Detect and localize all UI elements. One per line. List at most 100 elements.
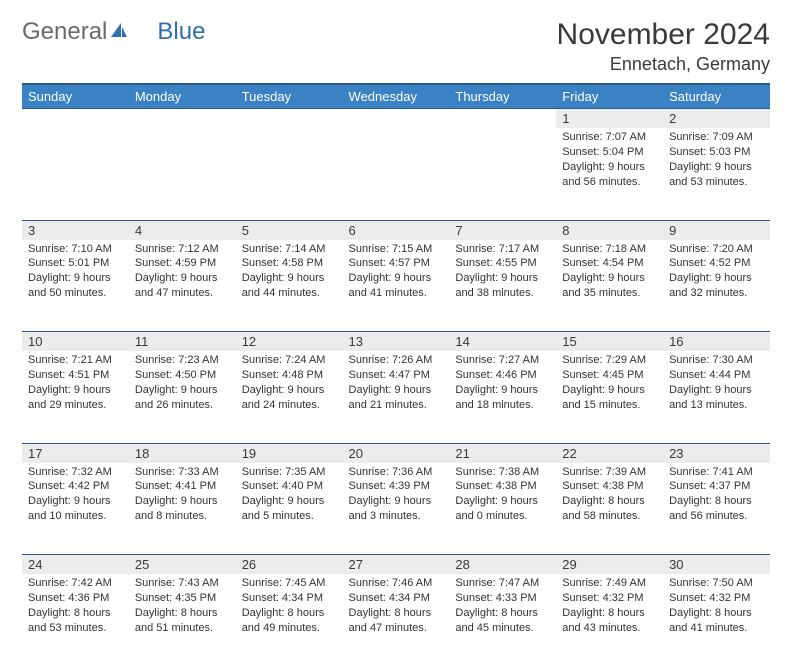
sunset-line: Sunset: 4:48 PM [242, 368, 337, 383]
day-content-cell: Sunrise: 7:30 AMSunset: 4:44 PMDaylight:… [663, 351, 770, 443]
daylight-line: and 41 minutes. [669, 621, 764, 636]
day-header: Tuesday [236, 84, 343, 109]
day-number-cell: 24 [22, 555, 129, 575]
daylight-line: Daylight: 8 hours [669, 494, 764, 509]
sunrise-line: Sunrise: 7:26 AM [349, 353, 444, 368]
day-number-cell: 14 [449, 332, 556, 352]
day-number-cell [22, 109, 129, 129]
day-content-cell: Sunrise: 7:27 AMSunset: 4:46 PMDaylight:… [449, 351, 556, 443]
day-number-cell: 27 [343, 555, 450, 575]
day-content-cell: Sunrise: 7:36 AMSunset: 4:39 PMDaylight:… [343, 463, 450, 555]
sunset-line: Sunset: 4:36 PM [28, 591, 123, 606]
daylight-line: and 29 minutes. [28, 398, 123, 413]
daylight-line: Daylight: 9 hours [28, 271, 123, 286]
daylight-line: and 5 minutes. [242, 509, 337, 524]
day-content-cell [343, 128, 450, 220]
daylight-line: and 41 minutes. [349, 286, 444, 301]
sunrise-line: Sunrise: 7:38 AM [455, 465, 550, 480]
sunset-line: Sunset: 4:41 PM [135, 479, 230, 494]
sunrise-line: Sunrise: 7:30 AM [669, 353, 764, 368]
daylight-line: Daylight: 9 hours [135, 383, 230, 398]
day-number-cell: 11 [129, 332, 236, 352]
daylight-line: Daylight: 9 hours [562, 160, 657, 175]
daylight-line: Daylight: 9 hours [28, 494, 123, 509]
day-number-row: 10111213141516 [22, 332, 770, 352]
daylight-line: Daylight: 9 hours [455, 494, 550, 509]
day-number-cell: 13 [343, 332, 450, 352]
daylight-line: and 51 minutes. [135, 621, 230, 636]
daylight-line: and 35 minutes. [562, 286, 657, 301]
day-content-cell: Sunrise: 7:47 AMSunset: 4:33 PMDaylight:… [449, 574, 556, 666]
logo: General Blue [22, 18, 205, 46]
day-number-cell: 4 [129, 220, 236, 240]
daylight-line: and 13 minutes. [669, 398, 764, 413]
day-content-cell: Sunrise: 7:21 AMSunset: 4:51 PMDaylight:… [22, 351, 129, 443]
sunrise-line: Sunrise: 7:42 AM [28, 576, 123, 591]
daylight-line: Daylight: 9 hours [455, 271, 550, 286]
day-content-cell [129, 128, 236, 220]
daylight-line: Daylight: 8 hours [562, 606, 657, 621]
sunrise-line: Sunrise: 7:18 AM [562, 242, 657, 257]
sunrise-line: Sunrise: 7:29 AM [562, 353, 657, 368]
day-number-cell: 6 [343, 220, 450, 240]
day-number-cell: 18 [129, 443, 236, 463]
daylight-line: and 24 minutes. [242, 398, 337, 413]
day-content-cell: Sunrise: 7:33 AMSunset: 4:41 PMDaylight:… [129, 463, 236, 555]
daylight-line: Daylight: 8 hours [349, 606, 444, 621]
day-header: Wednesday [343, 84, 450, 109]
day-content-cell [22, 128, 129, 220]
day-number-cell [343, 109, 450, 129]
sunrise-line: Sunrise: 7:35 AM [242, 465, 337, 480]
sunrise-line: Sunrise: 7:47 AM [455, 576, 550, 591]
day-header: Thursday [449, 84, 556, 109]
day-number-cell: 15 [556, 332, 663, 352]
sunset-line: Sunset: 4:37 PM [669, 479, 764, 494]
daylight-line: Daylight: 9 hours [242, 494, 337, 509]
daylight-line: and 32 minutes. [669, 286, 764, 301]
sunset-line: Sunset: 4:42 PM [28, 479, 123, 494]
sunset-line: Sunset: 4:32 PM [669, 591, 764, 606]
day-number-row: 3456789 [22, 220, 770, 240]
sunrise-line: Sunrise: 7:20 AM [669, 242, 764, 257]
day-number-cell [129, 109, 236, 129]
sunset-line: Sunset: 5:03 PM [669, 145, 764, 160]
title-block: November 2024 Ennetach, Germany [557, 18, 770, 75]
sunset-line: Sunset: 4:47 PM [349, 368, 444, 383]
sunrise-line: Sunrise: 7:41 AM [669, 465, 764, 480]
logo-text-general: General [22, 18, 107, 46]
day-content-cell [449, 128, 556, 220]
sunrise-line: Sunrise: 7:15 AM [349, 242, 444, 257]
sunset-line: Sunset: 4:59 PM [135, 256, 230, 271]
sunrise-line: Sunrise: 7:49 AM [562, 576, 657, 591]
daylight-line: Daylight: 9 hours [28, 383, 123, 398]
daylight-line: Daylight: 9 hours [349, 494, 444, 509]
daylight-line: and 43 minutes. [562, 621, 657, 636]
sunrise-line: Sunrise: 7:46 AM [349, 576, 444, 591]
day-number-cell: 1 [556, 109, 663, 129]
day-number-row: 17181920212223 [22, 443, 770, 463]
day-content-cell: Sunrise: 7:49 AMSunset: 4:32 PMDaylight:… [556, 574, 663, 666]
daylight-line: and 15 minutes. [562, 398, 657, 413]
daylight-line: Daylight: 8 hours [242, 606, 337, 621]
daylight-line: and 49 minutes. [242, 621, 337, 636]
daylight-line: and 10 minutes. [28, 509, 123, 524]
day-content-cell: Sunrise: 7:45 AMSunset: 4:34 PMDaylight:… [236, 574, 343, 666]
day-content-cell: Sunrise: 7:39 AMSunset: 4:38 PMDaylight:… [556, 463, 663, 555]
sunset-line: Sunset: 4:57 PM [349, 256, 444, 271]
day-number-cell: 19 [236, 443, 343, 463]
day-number-cell: 8 [556, 220, 663, 240]
day-number-cell: 5 [236, 220, 343, 240]
sunrise-line: Sunrise: 7:33 AM [135, 465, 230, 480]
day-number-cell: 28 [449, 555, 556, 575]
sunset-line: Sunset: 5:01 PM [28, 256, 123, 271]
day-number-row: 12 [22, 109, 770, 129]
daylight-line: and 56 minutes. [669, 509, 764, 524]
sunset-line: Sunset: 4:45 PM [562, 368, 657, 383]
daylight-line: and 56 minutes. [562, 175, 657, 190]
day-content-cell: Sunrise: 7:32 AMSunset: 4:42 PMDaylight:… [22, 463, 129, 555]
sunrise-line: Sunrise: 7:36 AM [349, 465, 444, 480]
day-number-cell: 30 [663, 555, 770, 575]
daylight-line: and 3 minutes. [349, 509, 444, 524]
day-header-row: Sunday Monday Tuesday Wednesday Thursday… [22, 84, 770, 109]
sunrise-line: Sunrise: 7:24 AM [242, 353, 337, 368]
